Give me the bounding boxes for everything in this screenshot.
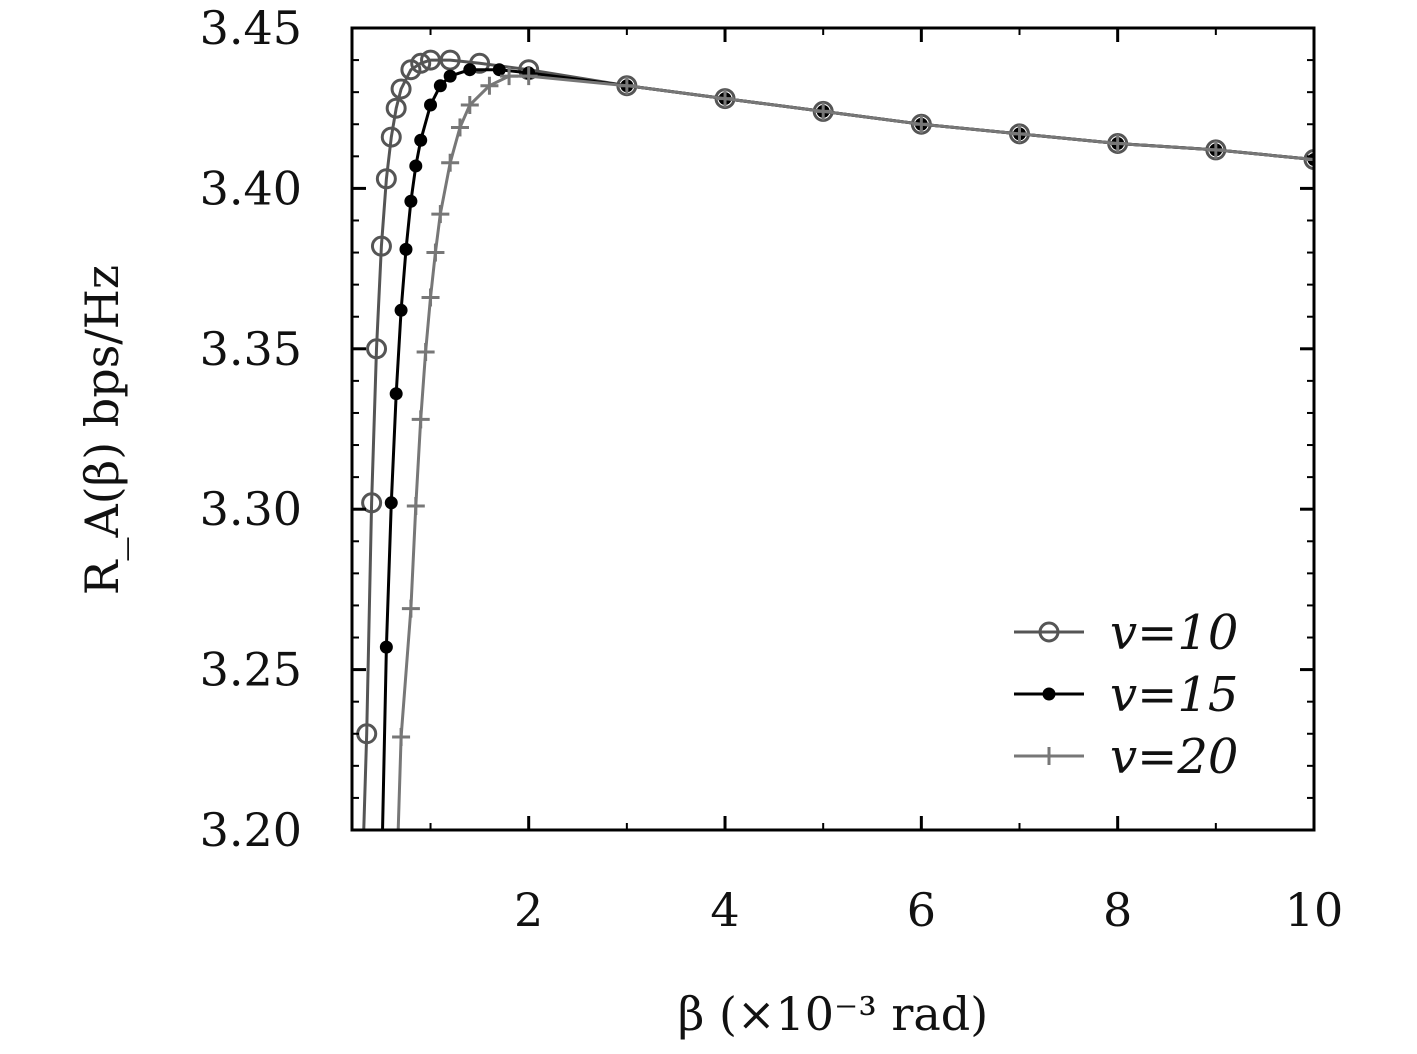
- series-2-point: [463, 63, 477, 77]
- x-tick-label: 2: [514, 883, 543, 937]
- series-3-point: [1108, 134, 1127, 153]
- x-axis-label: β (×10⁻³ rad): [678, 987, 988, 1041]
- series-1-point: [439, 49, 461, 71]
- series-3-point: [1206, 140, 1225, 159]
- y-tick-label: 3.20: [200, 803, 302, 857]
- x-tick-label: 8: [1103, 883, 1132, 937]
- series-3-point: [617, 76, 636, 95]
- legend-item-3-marker: [1040, 747, 1058, 765]
- series-3-point: [450, 118, 469, 137]
- series-2-point: [433, 79, 447, 93]
- series-3-point: [500, 67, 519, 86]
- series-1-point: [370, 235, 392, 257]
- series-2: [379, 63, 1314, 830]
- y-tick-label: 3.40: [200, 161, 302, 215]
- series-1-point: [390, 78, 412, 100]
- series-3-point: [392, 727, 411, 746]
- series-2-point: [443, 69, 457, 83]
- series-3-point: [1010, 124, 1029, 143]
- x-tick-label: 10: [1285, 883, 1344, 937]
- series-2-point: [379, 640, 393, 654]
- series-2-point: [492, 63, 506, 77]
- series-3-point: [519, 67, 538, 86]
- x-tick-label: 4: [710, 883, 739, 937]
- legend-item-2-marker: [1042, 687, 1056, 701]
- series-3-point: [460, 95, 479, 114]
- series-3-line: [396, 74, 1314, 830]
- series-2-point: [414, 133, 428, 147]
- series-layer: [356, 49, 1314, 830]
- legend-item-3: v=20: [1014, 729, 1238, 785]
- legend-item-2-label: v=15: [1110, 667, 1238, 723]
- series-3-point: [716, 89, 735, 108]
- y-tick-label: 3.35: [200, 322, 302, 376]
- series-1-point: [420, 49, 442, 71]
- legend: v=10 v=15 v=20: [1014, 605, 1238, 785]
- series-3-point: [406, 496, 425, 515]
- legend-item-1-marker: [1038, 621, 1060, 643]
- y-tick-label: 3.45: [200, 1, 302, 55]
- series-2-point: [389, 387, 403, 401]
- y-tick-label: 3.30: [200, 482, 302, 536]
- series-2-line: [381, 68, 1314, 830]
- series-1-point: [375, 168, 397, 190]
- series-2-point: [399, 242, 413, 256]
- series-1: [356, 49, 1314, 830]
- y-axis-label: R_A(β) bps/Hz: [75, 265, 129, 595]
- y-tick-label: 3.25: [200, 643, 302, 697]
- legend-item-3-label: v=20: [1110, 729, 1238, 785]
- series-3-point: [431, 205, 450, 224]
- series-3-point: [1305, 150, 1314, 169]
- series-3-point: [480, 76, 499, 95]
- x-tick-label: 6: [907, 883, 936, 937]
- ticks-layer: 2 4 6 8 10 3.20 3.25 3.30 3.35 3.40 3.45: [200, 1, 1344, 937]
- series-3-point: [912, 115, 931, 134]
- series-3-point: [411, 410, 430, 429]
- series-3-point: [814, 102, 833, 121]
- series-2-point: [424, 98, 438, 112]
- legend-item-2: v=15: [1014, 667, 1238, 723]
- series-3-point: [421, 288, 440, 307]
- series-1-line: [362, 58, 1314, 830]
- plot-frame: [350, 26, 1316, 832]
- series-1-point: [385, 97, 407, 119]
- series-2-point: [404, 194, 418, 208]
- series-3-point: [441, 153, 460, 172]
- series-1-point: [380, 126, 402, 148]
- series-2-point: [394, 303, 408, 317]
- series-2-point: [384, 496, 398, 510]
- series-2-point: [409, 159, 423, 173]
- series-3-point: [426, 243, 445, 262]
- legend-item-1-label: v=10: [1110, 605, 1238, 661]
- series-3: [392, 67, 1314, 830]
- series-3-point: [401, 599, 420, 618]
- series-3-point: [416, 343, 435, 362]
- series-1-point: [410, 52, 432, 74]
- legend-item-1: v=10: [1014, 605, 1238, 661]
- series-1-point: [361, 492, 383, 514]
- series-1-point: [366, 338, 388, 360]
